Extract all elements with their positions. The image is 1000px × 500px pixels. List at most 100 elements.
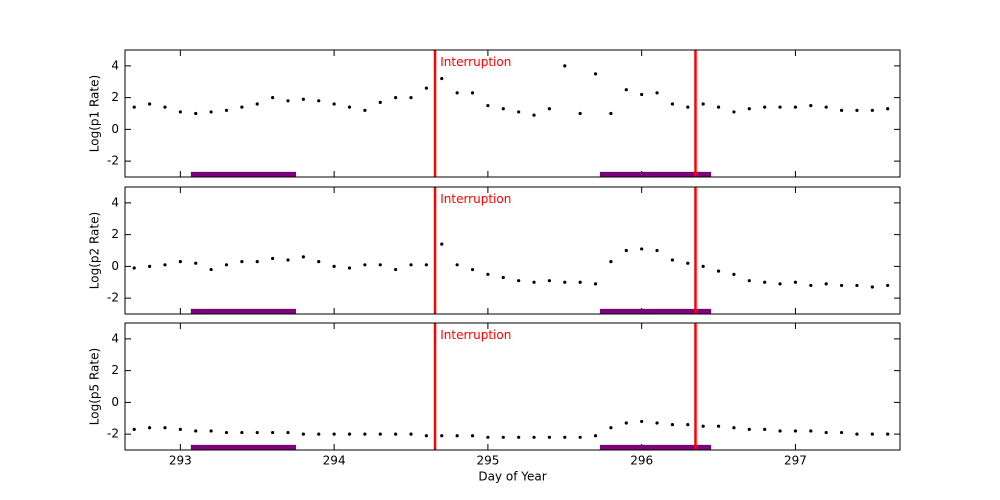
data-point [701,264,705,268]
data-point [624,421,628,425]
data-point [394,267,398,272]
data-point [655,248,659,253]
data-point [824,282,828,286]
data-point [501,435,505,439]
data-point [640,92,644,97]
data-point [224,263,229,267]
annotation: Interruption [440,192,511,206]
data-point [394,96,398,100]
data-point [224,108,229,112]
data-point [855,108,859,112]
data-point [855,283,859,288]
data-point [255,102,259,106]
data-point [655,421,659,425]
data-point [286,430,290,435]
data-point [455,91,459,95]
data-point [701,424,705,428]
data-point [778,282,782,286]
span-bar [190,171,296,178]
y-tick-label: 4 [111,58,119,72]
data-point [209,110,213,114]
data-point [655,91,659,95]
plot-frame [124,322,901,451]
y-tick-label: 4 [111,331,119,345]
data-point [839,283,844,288]
data-point [547,107,552,111]
data-point [501,275,505,280]
data-point [209,267,213,272]
data-point [271,256,275,261]
data-point [424,434,428,438]
data-point [455,263,459,267]
data-point [301,97,305,101]
data-point [301,255,305,259]
data-point [747,107,751,111]
data-point [486,103,490,108]
data-point [763,280,767,284]
data-point [332,432,336,436]
y-axis-label: Log(p2 Rate) [88,212,102,289]
data-point [563,435,567,439]
data-point [470,267,475,272]
data-point [640,247,644,251]
x-tick-label: 296 [630,454,653,468]
data-point [148,102,152,106]
data-point [747,427,751,431]
data-point [686,105,690,109]
data-point [440,434,444,438]
data-point [286,99,290,103]
data-point [870,108,874,112]
span-bar [644,444,712,451]
data-point [178,110,182,114]
data-point [178,427,182,431]
x-tick-label: 293 [169,454,192,468]
data-point [486,272,490,276]
data-point [240,260,244,264]
data-point [409,96,413,100]
data-point [224,430,229,435]
data-point [332,264,336,268]
data-point [163,105,167,109]
data-point [240,105,244,109]
data-point [732,426,736,430]
data-point [624,248,628,253]
data-point [363,108,367,112]
data-point [793,280,798,284]
x-tick-label: 295 [476,454,499,468]
data-point [440,76,444,81]
data-point [609,426,613,430]
data-point [716,269,721,273]
data-point [394,432,398,436]
data-point [424,86,428,90]
span-bar [644,308,712,315]
annotation: Interruption [440,55,511,69]
y-tick-label: 2 [111,90,119,104]
data-point [809,103,813,108]
data-point [470,434,475,438]
data-point [578,435,582,439]
data-point [547,435,552,439]
data-point [778,429,782,433]
data-point [716,105,721,109]
data-point [824,105,828,109]
plot-frame [124,186,901,315]
annotation: Interruption [440,328,511,342]
data-point [317,432,321,436]
data-point [378,100,382,104]
y-axis-label: Log(p5 Rate) [88,348,102,425]
data-point [793,105,798,109]
data-point [593,282,598,286]
data-point [455,434,459,438]
data-point [486,435,490,439]
data-point [363,263,367,267]
data-point [148,426,152,430]
y-tick-label: -2 [107,427,119,441]
plot-frame [124,49,901,178]
data-point [409,432,413,436]
data-point [763,105,767,109]
data-point [440,242,444,246]
data-point [148,264,152,268]
data-point [194,111,198,116]
x-tick-label: 297 [784,454,807,468]
y-tick-label: -2 [107,154,119,168]
